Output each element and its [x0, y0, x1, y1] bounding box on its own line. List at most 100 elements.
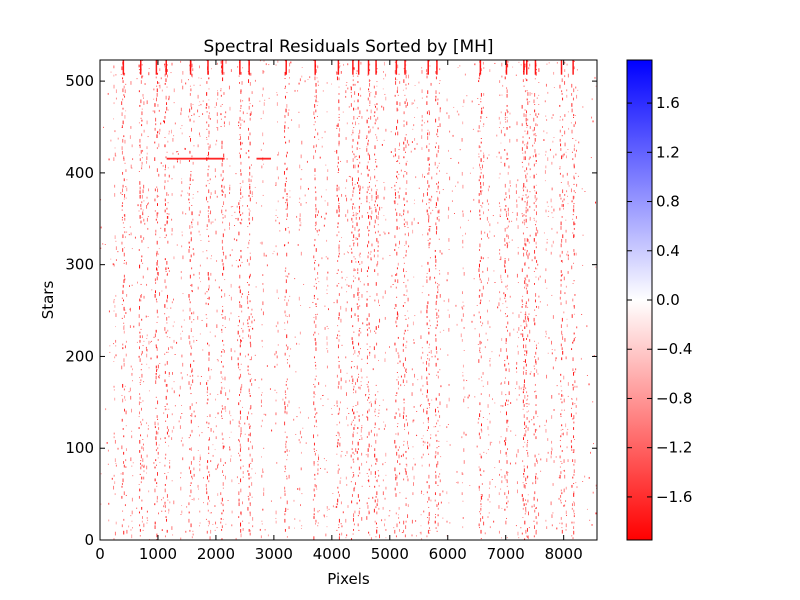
residual-mark [505, 60, 508, 75]
residual-mark [121, 146, 123, 150]
residual-mark [525, 209, 527, 214]
residual-mark [383, 106, 385, 111]
residual-mark [288, 450, 290, 452]
residual-mark [534, 391, 536, 393]
residual-mark [439, 108, 441, 113]
residual-mark [220, 105, 222, 107]
residual-mark [534, 138, 536, 142]
residual-mark [481, 107, 483, 110]
residual-mark [193, 113, 195, 116]
residual-mark [191, 368, 193, 373]
residual-mark [314, 407, 316, 411]
residual-mark [563, 198, 565, 201]
residual-mark [209, 500, 211, 502]
residual-mark [263, 142, 265, 145]
residual-mark [553, 208, 555, 212]
residual-mark [299, 217, 301, 222]
residual-mark [436, 191, 438, 193]
residual-mark [340, 318, 342, 323]
residual-mark [286, 302, 288, 306]
residual-mark [159, 292, 161, 296]
residual-mark [288, 230, 290, 234]
residual-mark [397, 177, 399, 180]
residual-mark [348, 379, 350, 382]
residual-mark [440, 501, 442, 504]
residual-mark [197, 109, 199, 113]
residual-mark [481, 494, 483, 497]
residual-mark [248, 388, 250, 393]
residual-mark [164, 464, 166, 467]
residual-mark [206, 402, 208, 405]
residual-mark [525, 303, 527, 305]
residual-mark [524, 286, 526, 289]
residual-mark [405, 240, 407, 245]
residual-mark [477, 421, 479, 424]
residual-mark [525, 117, 527, 122]
residual-mark [480, 517, 482, 522]
residual-mark [535, 191, 537, 194]
residual-mark [555, 357, 557, 360]
residual-mark [436, 374, 438, 376]
residual-mark [368, 240, 370, 244]
residual-mark [505, 517, 507, 519]
residual-mark [484, 532, 486, 535]
residual-mark [405, 271, 407, 273]
residual-mark [516, 331, 518, 333]
residual-mark [525, 78, 527, 80]
residual-mark [319, 156, 321, 159]
residual-mark [121, 304, 123, 306]
residual-mark [489, 501, 491, 503]
residual-mark [559, 466, 561, 468]
residual-mark [507, 321, 509, 325]
residual-mark [507, 472, 509, 474]
residual-mark [478, 193, 480, 196]
residual-mark [241, 293, 243, 295]
residual-mark [210, 428, 212, 432]
residual-mark [123, 435, 125, 438]
residual-mark [139, 144, 141, 146]
residual-mark [560, 385, 562, 387]
residual-mark [286, 207, 288, 210]
residual-mark [573, 148, 575, 151]
residual-mark [395, 208, 397, 211]
residual-mark [123, 306, 125, 311]
residual-mark [141, 335, 143, 339]
residual-mark [559, 84, 561, 89]
residual-mark [229, 165, 231, 167]
residual-mark [123, 227, 125, 228]
residual-mark [300, 504, 302, 507]
residual-mark [573, 526, 575, 529]
residual-mark [339, 65, 341, 67]
residual-mark [506, 104, 508, 107]
residual-mark [442, 490, 444, 493]
residual-mark [166, 361, 168, 365]
residual-mark [114, 130, 116, 133]
residual-mark [403, 337, 405, 340]
residual-mark [507, 60, 509, 63]
residual-mark [359, 252, 361, 255]
residual-mark [390, 131, 392, 133]
residual-mark [509, 462, 511, 465]
residual-mark [240, 249, 242, 252]
residual-mark [353, 453, 355, 455]
residual-mark [215, 468, 217, 471]
residual-mark [240, 391, 242, 394]
residual-mark [163, 120, 165, 123]
residual-mark [414, 116, 416, 118]
residual-mark [507, 207, 509, 212]
y-axis-label: Stars [39, 281, 57, 320]
residual-mark [413, 475, 415, 480]
residual-mark [276, 252, 278, 256]
residual-mark [261, 324, 263, 326]
residual-mark [403, 209, 405, 213]
residual-mark [435, 264, 437, 267]
residual-mark [352, 353, 354, 355]
residual-mark [284, 410, 286, 414]
residual-mark [313, 255, 315, 259]
residual-mark [324, 468, 326, 470]
residual-mark [242, 520, 244, 522]
residual-mark [286, 167, 288, 171]
residual-mark [240, 511, 242, 516]
residual-mark [207, 386, 209, 391]
residual-mark [489, 481, 491, 485]
